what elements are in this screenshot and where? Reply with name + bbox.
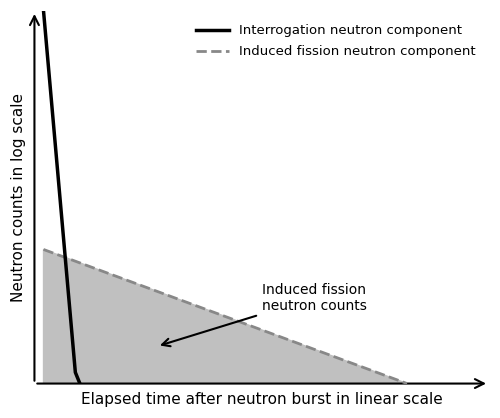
Y-axis label: Neutron counts in log scale: Neutron counts in log scale: [11, 93, 26, 302]
Polygon shape: [44, 250, 407, 384]
Induced fission neutron component: [404, 381, 410, 386]
Line: Interrogation neutron component: Interrogation neutron component: [44, 11, 80, 384]
X-axis label: Elapsed time after neutron burst in linear scale: Elapsed time after neutron burst in line…: [81, 392, 442, 407]
Induced fission neutron component: [40, 247, 46, 252]
Line: Induced fission neutron component: Induced fission neutron component: [44, 250, 407, 384]
Text: Induced fission
neutron counts: Induced fission neutron counts: [162, 283, 366, 346]
Interrogation neutron component: [77, 381, 83, 386]
Interrogation neutron component: [40, 9, 46, 14]
Legend: Interrogation neutron component, Induced fission neutron component: Interrogation neutron component, Induced…: [189, 18, 482, 65]
Interrogation neutron component: [72, 370, 78, 375]
